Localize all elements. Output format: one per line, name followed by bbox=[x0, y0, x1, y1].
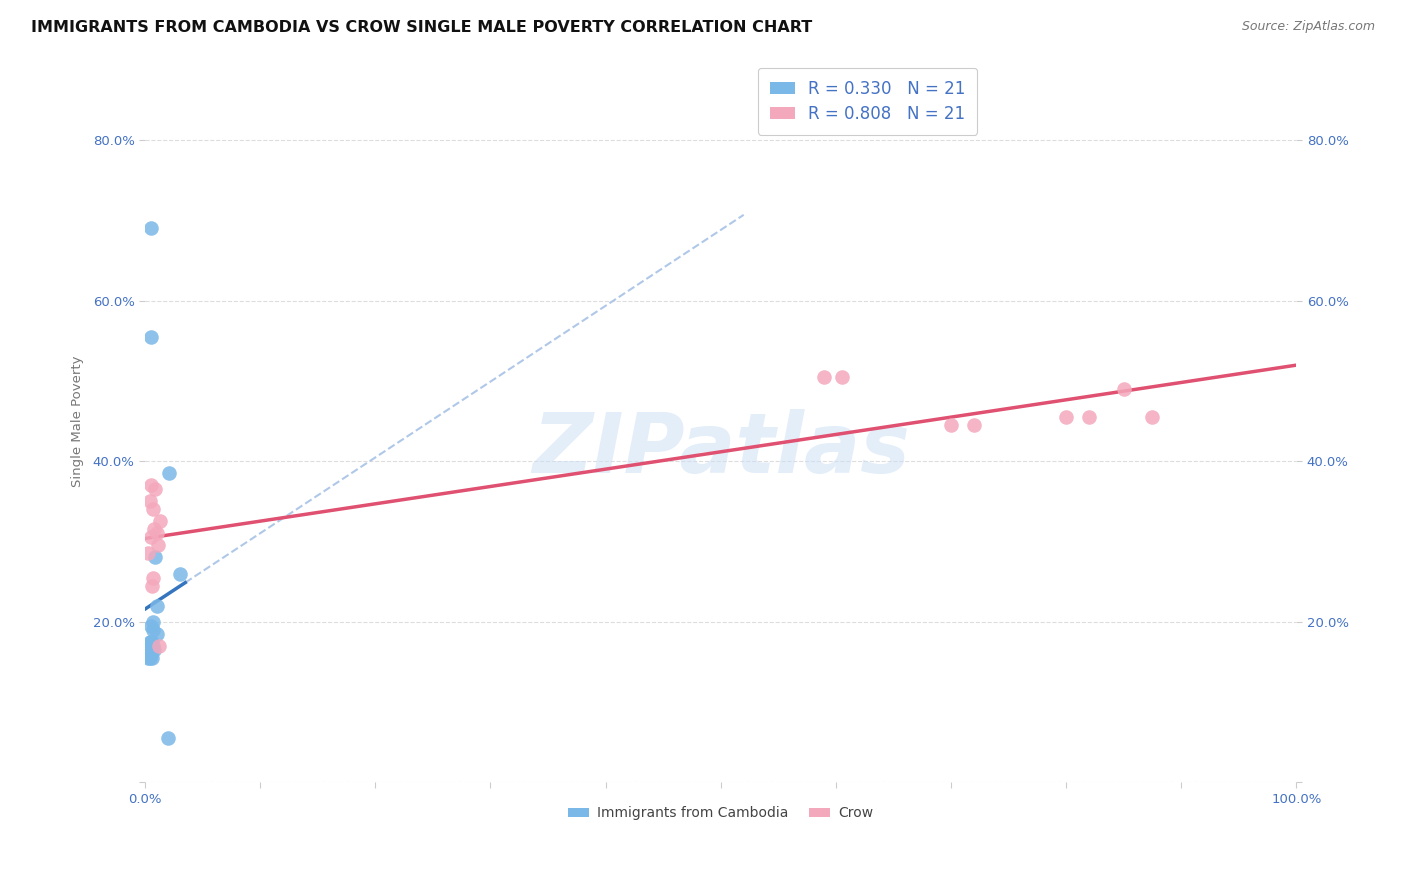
Point bbox=[148, 639, 170, 653]
Point bbox=[145, 599, 167, 613]
Point bbox=[138, 494, 160, 508]
Point bbox=[139, 619, 162, 633]
Point bbox=[138, 546, 160, 560]
Point bbox=[1142, 409, 1164, 424]
Point bbox=[1054, 409, 1077, 424]
Text: Source: ZipAtlas.com: Source: ZipAtlas.com bbox=[1241, 20, 1375, 33]
Point bbox=[141, 635, 163, 649]
Legend: Immigrants from Cambodia, Crow: Immigrants from Cambodia, Crow bbox=[562, 801, 879, 826]
Point bbox=[138, 643, 160, 657]
Point bbox=[963, 417, 986, 432]
Text: ZIPatlas: ZIPatlas bbox=[531, 409, 910, 491]
Point bbox=[138, 651, 160, 665]
Text: IMMIGRANTS FROM CAMBODIA VS CROW SINGLE MALE POVERTY CORRELATION CHART: IMMIGRANTS FROM CAMBODIA VS CROW SINGLE … bbox=[31, 20, 813, 35]
Point bbox=[157, 731, 180, 746]
Point bbox=[141, 651, 163, 665]
Point bbox=[831, 369, 853, 384]
Point bbox=[139, 329, 162, 343]
Point bbox=[139, 530, 162, 544]
Point bbox=[169, 566, 191, 581]
Point bbox=[142, 615, 165, 629]
Point bbox=[143, 643, 166, 657]
Point bbox=[149, 514, 172, 528]
Point bbox=[143, 550, 166, 565]
Point bbox=[145, 627, 167, 641]
Point bbox=[142, 570, 165, 584]
Point bbox=[142, 639, 165, 653]
Point bbox=[143, 482, 166, 496]
Point bbox=[139, 478, 162, 492]
Point bbox=[138, 647, 160, 661]
Point bbox=[139, 221, 162, 235]
Point bbox=[143, 522, 166, 536]
Point bbox=[138, 651, 160, 665]
Point bbox=[142, 623, 165, 637]
Point bbox=[138, 635, 160, 649]
Point bbox=[142, 502, 165, 516]
Point bbox=[157, 466, 180, 480]
Point bbox=[813, 369, 835, 384]
Point bbox=[1112, 382, 1135, 396]
Point bbox=[139, 643, 162, 657]
Point bbox=[139, 635, 162, 649]
Point bbox=[145, 526, 167, 541]
Point bbox=[146, 538, 169, 552]
Point bbox=[939, 417, 962, 432]
Point bbox=[139, 647, 162, 661]
Y-axis label: Single Male Poverty: Single Male Poverty bbox=[72, 355, 84, 487]
Point bbox=[139, 639, 162, 653]
Point bbox=[141, 579, 163, 593]
Point bbox=[1078, 409, 1101, 424]
